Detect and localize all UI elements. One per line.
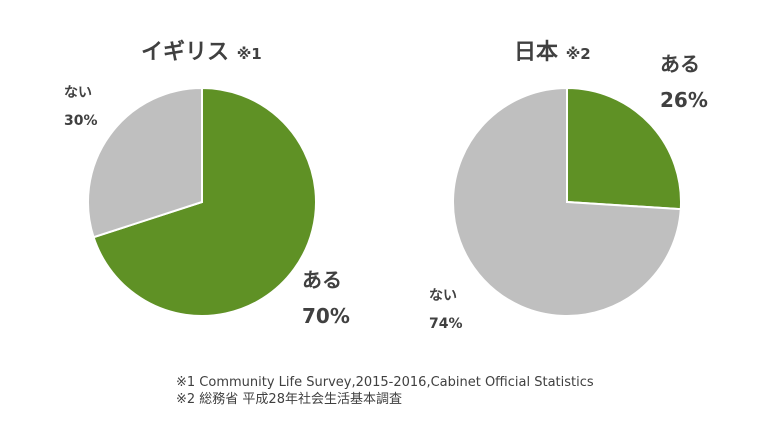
footnote-1: ※1 Community Life Survey,2015-2016,Cabin… bbox=[176, 375, 594, 390]
chart-title-japan-text: 日本 bbox=[514, 40, 559, 65]
japan-slice-label-yes: ある 26% bbox=[660, 54, 708, 110]
chart-title-japan-note: ※2 bbox=[565, 45, 591, 63]
uk-pie-slice-yes bbox=[92, 86, 317, 317]
chart-title-uk-text: イギリス bbox=[141, 40, 230, 65]
footnote-2: ※2 総務省 平成28年社会生活基本調査 bbox=[176, 392, 402, 407]
japan-slice-yes-name: ある bbox=[660, 52, 700, 76]
uk-pie-slice-no bbox=[87, 86, 203, 239]
uk-slice-no-value: 30% bbox=[64, 113, 98, 129]
uk-slice-label-no: ない 30% bbox=[64, 86, 98, 128]
japan-slice-yes-value: 26% bbox=[660, 88, 708, 112]
japan-slice-no-name: ない bbox=[429, 288, 457, 304]
uk-slice-yes-value: 70% bbox=[302, 304, 350, 328]
uk-slice-yes-name: ある bbox=[302, 268, 342, 292]
japan-pie-slice-yes bbox=[566, 86, 682, 211]
uk-slice-label-yes: ある 70% bbox=[302, 270, 350, 326]
chart-title-uk-note: ※1 bbox=[236, 45, 262, 63]
footnotes: ※1 Community Life Survey,2015-2016,Cabin… bbox=[176, 374, 594, 408]
japan-slice-no-value: 74% bbox=[429, 316, 463, 332]
japan-pie-slice-no bbox=[452, 86, 682, 317]
chart-title-japan: 日本 ※2 bbox=[514, 34, 591, 66]
uk-slice-no-name: ない bbox=[64, 85, 92, 101]
japan-slice-label-no: ない 74% bbox=[429, 289, 463, 331]
chart-title-uk: イギリス ※1 bbox=[141, 34, 262, 66]
